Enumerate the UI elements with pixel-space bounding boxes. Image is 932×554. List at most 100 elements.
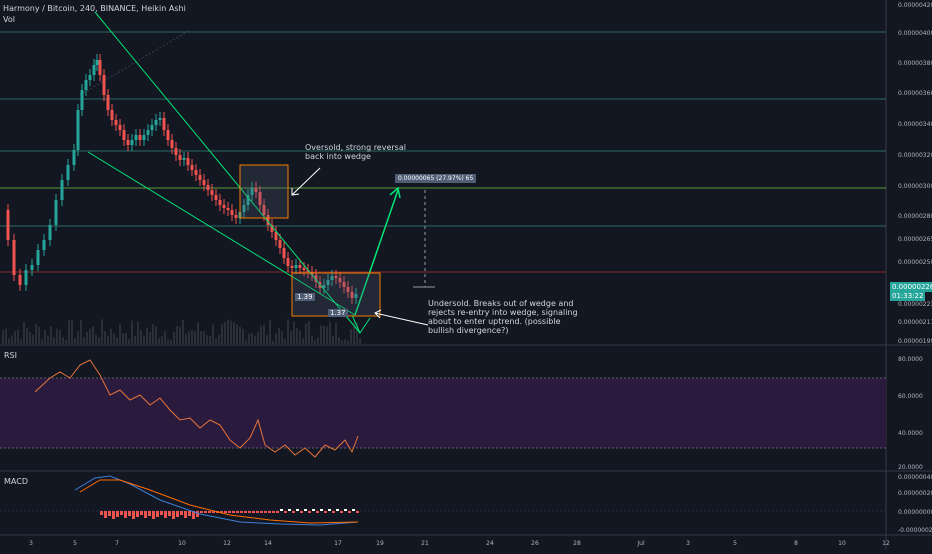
volume-bar: [266, 335, 268, 344]
candle-body: [150, 125, 154, 130]
volume-bar: [89, 328, 91, 344]
candle-body: [342, 282, 346, 287]
callout-arrow-2: [374, 312, 429, 326]
volume-bar: [200, 331, 202, 344]
candle-body: [24, 270, 28, 285]
undersold-note-line2: rejects re-entry into wedge, signaling: [428, 308, 578, 317]
time-tick-label: 3: [29, 540, 33, 547]
volume-bar: [41, 339, 43, 344]
candle-body: [210, 190, 214, 195]
volume-bar: [215, 338, 217, 344]
macd-line: [74, 475, 359, 526]
undersold-note-line4: bullish divergence?): [428, 326, 509, 335]
volume-bar: [20, 339, 22, 344]
volume-bar: [176, 326, 178, 344]
wedge-arrowhead: [351, 314, 371, 335]
volume-bar: [71, 319, 73, 344]
price-scale[interactable]: [886, 0, 932, 550]
candle-body: [142, 135, 146, 140]
time-tick-label: 12: [223, 540, 231, 547]
candle-body: [230, 210, 234, 215]
candle-body: [246, 195, 250, 205]
undersold-note-line1: Undersold. Breaks out of wedge and: [428, 299, 574, 308]
macd-histogram-bar: [260, 511, 263, 513]
volume-bar: [269, 319, 271, 344]
candle-body: [202, 180, 206, 185]
candle-body: [206, 185, 210, 190]
macd-histogram-bar: [108, 511, 111, 516]
candle-body: [130, 140, 134, 145]
candle-body: [6, 210, 10, 240]
candle-body: [166, 130, 170, 140]
time-tick-label: 7: [115, 540, 119, 547]
candle-body: [334, 276, 338, 278]
volume-bar: [218, 335, 220, 344]
candle-body: [80, 90, 84, 110]
volume-bar: [95, 334, 97, 344]
macd-histogram-bar: [336, 509, 339, 511]
price-tick-label: 0.00000400: [898, 30, 932, 37]
volume-bar: [299, 330, 301, 344]
time-tick-label: 10: [178, 540, 186, 547]
candle-body: [102, 75, 106, 95]
macd-histogram-bar: [352, 509, 355, 511]
current-price-tag: 0.00000226: [890, 282, 932, 292]
price-pane[interactable]: [0, 0, 886, 344]
volume-bar: [227, 319, 229, 344]
macd-histogram-bar: [184, 511, 187, 518]
rsi-title: RSI: [4, 351, 17, 360]
volume-bar: [302, 338, 304, 344]
macd-histogram-bar: [316, 511, 319, 513]
time-tick-label: 14: [264, 540, 272, 547]
macd-histogram-bar: [244, 511, 247, 513]
dotted-trendline: [79, 29, 191, 96]
candle-body: [262, 205, 266, 215]
macd-histogram-bar: [172, 511, 175, 519]
volume-bar: [167, 339, 169, 344]
time-tick-label: 8: [794, 540, 798, 547]
time-tick-label: 26: [531, 540, 539, 547]
candle-body: [98, 60, 102, 75]
macd-signal-line: [79, 479, 359, 524]
macd-pane[interactable]: [0, 472, 886, 534]
time-tick-label: 19: [376, 540, 384, 547]
volume-bar: [272, 340, 274, 344]
candle-body: [42, 240, 46, 250]
oversold-box: [239, 164, 289, 219]
candle-body: [76, 110, 80, 150]
volume-bar: [38, 326, 40, 344]
volume-bar: [143, 335, 145, 344]
volume-bar: [2, 330, 4, 344]
candle-body: [36, 250, 40, 265]
candle-body: [270, 225, 274, 232]
macd-histogram-bar: [252, 511, 255, 513]
candle-body: [182, 158, 186, 160]
wedge-lower-line: [87, 151, 356, 316]
candle-body: [326, 280, 330, 285]
volume-bar: [344, 339, 346, 344]
macd-histogram-bar: [256, 511, 259, 513]
volume-bar: [110, 328, 112, 344]
macd-histogram-bar: [128, 511, 131, 516]
volume-bar: [356, 322, 358, 344]
volume-bar: [308, 321, 310, 344]
volume-bar: [359, 337, 361, 344]
callout-arrow-1: [291, 167, 321, 196]
price-tick-label: 0.00000280: [898, 213, 932, 220]
macd-histogram-bar: [224, 511, 227, 513]
macd-histogram-bar: [148, 511, 151, 516]
volume-bar: [206, 335, 208, 344]
candle-body: [118, 125, 122, 130]
rsi-band: [0, 378, 886, 448]
volume-bar: [335, 322, 337, 344]
volume-bar: [197, 322, 199, 344]
time-tick-label: Jul: [636, 540, 645, 547]
volume-bar: [350, 329, 352, 344]
macd-histogram-bar: [100, 511, 103, 515]
oversold-note-line2: back into wedge: [305, 152, 371, 161]
volume-bar: [275, 333, 277, 344]
candle-body: [194, 170, 198, 175]
volume-bar: [5, 328, 7, 344]
